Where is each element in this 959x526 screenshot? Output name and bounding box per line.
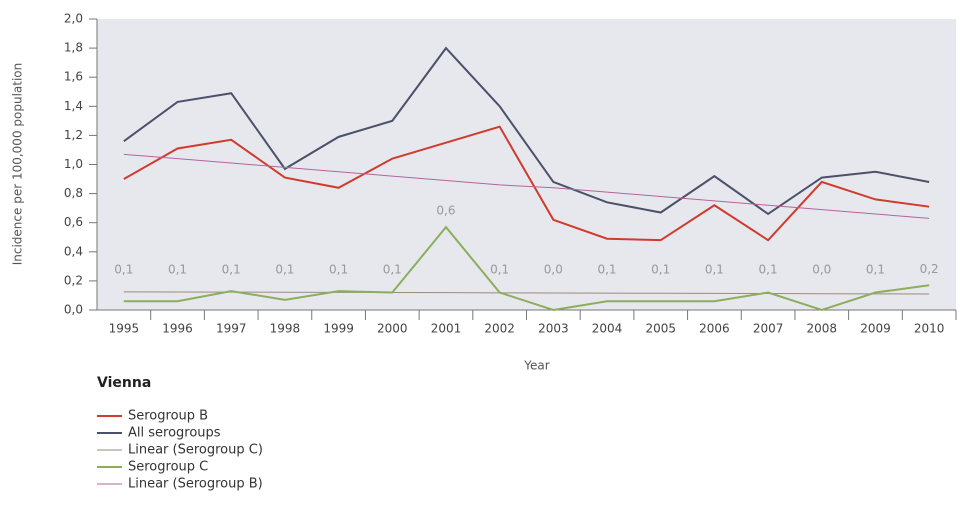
legend-label: Serogroup C bbox=[128, 460, 208, 475]
x-tick-label: 2005 bbox=[645, 322, 676, 336]
y-tick-label: 1,8 bbox=[64, 41, 83, 55]
y-tick-label: 0,2 bbox=[64, 273, 83, 287]
data-label: 0,0 bbox=[544, 263, 563, 277]
y-tick-label: 1,6 bbox=[64, 70, 83, 84]
x-tick-label: 1997 bbox=[216, 322, 247, 336]
x-tick-label: 1996 bbox=[162, 322, 193, 336]
data-label: 0,1 bbox=[114, 263, 133, 277]
series-line bbox=[123, 46, 930, 216]
data-label: 0,1 bbox=[759, 263, 778, 277]
y-tick-label: 0,6 bbox=[64, 215, 83, 229]
series-line bbox=[123, 125, 930, 242]
x-tick-label: 2000 bbox=[377, 322, 408, 336]
data-label: 0,1 bbox=[168, 263, 187, 277]
series-line bbox=[123, 225, 930, 312]
x-tick-label: 1999 bbox=[323, 322, 354, 336]
data-label: 0,1 bbox=[222, 263, 241, 277]
y-tick-label: 1,2 bbox=[64, 128, 83, 142]
series-line bbox=[123, 291, 930, 295]
x-tick-label: 1995 bbox=[109, 322, 140, 336]
legend-label: All serogroups bbox=[128, 426, 221, 441]
x-tick-label: 2004 bbox=[592, 322, 623, 336]
series-line bbox=[123, 153, 930, 219]
x-tick-label: 2003 bbox=[538, 322, 569, 336]
data-label: 0,1 bbox=[705, 263, 724, 277]
data-label: 0,0 bbox=[812, 263, 831, 277]
data-label: 0,1 bbox=[490, 263, 509, 277]
x-axis-label: Year bbox=[523, 359, 549, 373]
data-label: 0,6 bbox=[436, 204, 455, 218]
legend-label: Linear (Serogroup C) bbox=[128, 443, 263, 458]
data-label: 0,2 bbox=[920, 262, 939, 276]
data-label: 0,1 bbox=[275, 263, 294, 277]
x-tick-label: 1998 bbox=[270, 322, 301, 336]
y-tick-label: 1,0 bbox=[64, 157, 83, 171]
x-tick-label: 2008 bbox=[807, 322, 838, 336]
data-label: 0,1 bbox=[651, 263, 670, 277]
x-tick-label: 2002 bbox=[484, 322, 515, 336]
y-tick-label: 1,4 bbox=[64, 99, 83, 113]
plot-area bbox=[97, 19, 956, 310]
legend-title: Vienna bbox=[97, 375, 151, 391]
x-tick-label: 2007 bbox=[753, 322, 784, 336]
y-tick-label: 0,8 bbox=[64, 186, 83, 200]
legend-label: Serogroup B bbox=[128, 409, 208, 424]
data-label: 0,1 bbox=[866, 263, 885, 277]
data-label: 0,1 bbox=[383, 263, 402, 277]
y-axis-label: Incidence per 100,000 population bbox=[11, 63, 25, 266]
y-tick-label: 0,4 bbox=[64, 244, 83, 258]
x-tick-label: 2009 bbox=[860, 322, 891, 336]
legend-label: Linear (Serogroup B) bbox=[128, 477, 263, 492]
y-tick-label: 0,0 bbox=[64, 303, 83, 317]
x-tick-label: 2010 bbox=[914, 322, 945, 336]
y-tick-label: 2,0 bbox=[64, 12, 83, 26]
data-label: 0,1 bbox=[329, 263, 348, 277]
x-tick-label: 2001 bbox=[431, 322, 462, 336]
data-label: 0,1 bbox=[597, 263, 616, 277]
x-tick-label: 2006 bbox=[699, 322, 730, 336]
